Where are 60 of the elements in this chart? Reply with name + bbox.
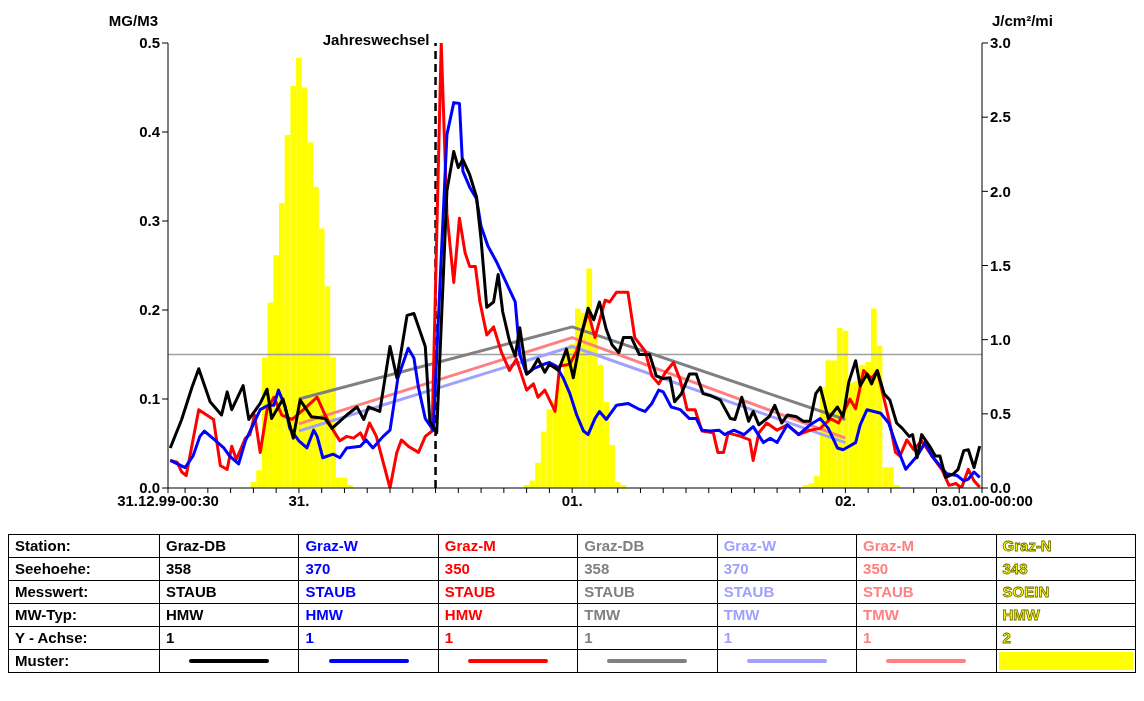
text: 1 [438,627,578,649]
text: HMW [160,604,299,626]
x-tick-label: 01. [561,491,583,509]
x-tick-label: 02. [834,491,856,509]
text: STAUB [160,581,299,603]
text: STAUB [578,581,717,603]
text: 1 [857,627,996,649]
text: 370 [717,558,857,580]
text: 1 [160,627,299,649]
text: Station: [9,535,159,557]
text: HMW [438,604,578,626]
text: SOEIN [996,581,1135,603]
y-tick-label: 0.1 [139,390,160,408]
y2-tick-label: 1.5 [990,256,1011,274]
text: 1 [578,627,717,649]
text: Y - Achse: [9,627,159,649]
text: STAUB [299,581,438,603]
text: TMW [857,604,996,626]
y-tick-label: 0.3 [139,212,160,230]
text: 1 [299,627,438,649]
y-tick-label: 0.0 [139,479,160,497]
text: Muster: [9,650,159,672]
text: Graz-W [717,535,857,557]
text: TMW [578,604,717,626]
text: HMW [299,604,438,626]
y2-tick-label: 3.0 [990,34,1011,52]
text: STAUB [717,581,857,603]
text: STAUB [438,581,578,603]
y-tick-label: 0.5 [139,34,160,52]
text: 1 [717,627,857,649]
text: Graz-N [996,535,1135,557]
y-tick-label: 0.2 [139,301,160,319]
text: 370 [299,558,438,580]
y-tick-label: 0.4 [139,123,161,141]
text: 358 [578,558,717,580]
text: Messwert: [9,581,159,603]
y-axis-title: MG/M3 [107,12,158,29]
text: Graz-M [438,535,578,557]
text: 350 [438,558,578,580]
y2-axis-title: J/cm²/mi [992,12,1053,29]
text: Graz-DB [160,535,299,557]
text: Graz-DB [578,535,717,557]
text: 350 [857,558,996,580]
text: 348 [996,558,1135,580]
ref-line-label: Jahreswechsel [322,31,430,48]
y2-tick-label: 1.0 [990,330,1011,348]
y2-tick-label: 2.0 [990,182,1011,200]
text: 358 [160,558,299,580]
text: 2 [996,627,1135,649]
text: HMW [996,604,1135,626]
y2-tick-label: 2.5 [990,108,1011,126]
y2-tick-label: 0.0 [990,479,1011,497]
text: Seehoehe: [9,558,159,580]
text: Graz-M [857,535,996,557]
text: STAUB [857,581,996,603]
y2-tick-label: 0.5 [990,405,1011,423]
text: TMW [717,604,857,626]
x-tick-label: 31. [288,491,310,509]
text: Graz-W [299,535,438,557]
text: MW-Typ: [9,604,159,626]
